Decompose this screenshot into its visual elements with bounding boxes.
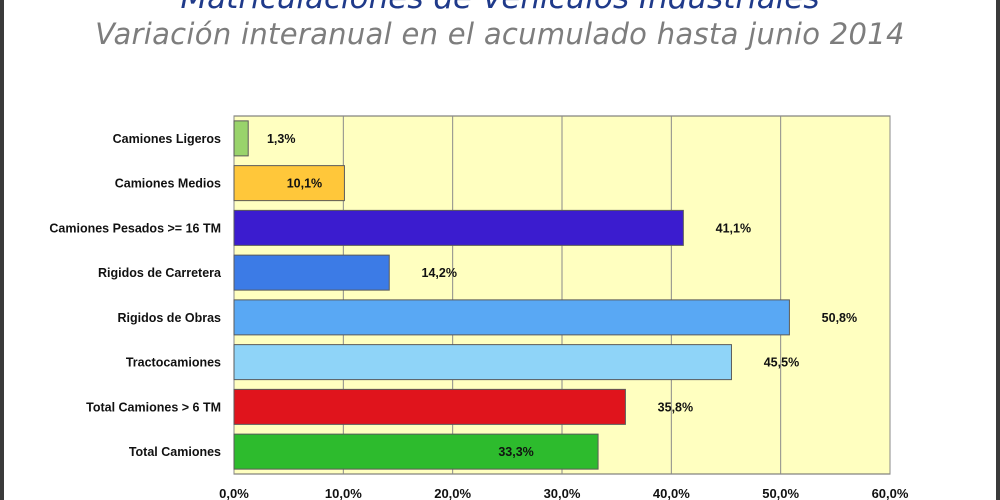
data-label: 35,8% [658, 400, 693, 414]
data-label: 1,3% [267, 132, 296, 146]
x-tick-label: 60,0% [872, 486, 909, 500]
data-labels: 1,3% 10,1% 41,1% 14,2% 50,8% 45,5% 35,8% 33,3% [267, 132, 857, 459]
bar [233, 433, 599, 470]
x-tick-label: 50,0% [762, 486, 799, 500]
bars [233, 120, 790, 470]
bar [233, 165, 345, 202]
x-tick-label: 0,0% [219, 486, 249, 500]
x-tick-label: 40,0% [653, 486, 690, 500]
x-tick-label: 30,0% [544, 486, 581, 500]
x-tick-label: 10,0% [325, 486, 362, 500]
data-label: 45,5% [764, 356, 799, 370]
bar [233, 254, 390, 291]
data-label: 14,2% [422, 266, 457, 280]
data-label: 50,8% [822, 311, 857, 325]
category-label: Rigidos de Carretera [98, 266, 222, 280]
frame-left-border [0, 0, 4, 500]
bar [233, 388, 626, 425]
bar [233, 120, 249, 157]
data-label: 10,1% [287, 177, 322, 191]
chart-title: Matriculaciones de Vehículos Industriale… [0, 0, 1000, 16]
category-label: Total Camiones > 6 TM [86, 400, 221, 414]
x-tick-labels: 0,0% 10,0% 20,0% 30,0% 40,0% 50,0% 60,0% [219, 486, 909, 500]
chart-subtitle: Variación interanual en el acumulado has… [95, 17, 905, 51]
category-label: Camiones Ligeros [113, 132, 221, 146]
x-tick-label: 20,0% [434, 486, 471, 500]
data-label: 41,1% [716, 221, 751, 235]
category-label: Camiones Medios [115, 177, 221, 191]
data-label: 33,3% [498, 445, 533, 459]
category-label: Camiones Pesados >= 16 TM [49, 221, 221, 235]
category-labels: Camiones Ligeros Camiones Medios Camiones … [49, 132, 222, 459]
category-label: Total Camiones [129, 445, 221, 459]
bar [233, 344, 732, 381]
bar [233, 209, 684, 246]
category-label: Rigidos de Obras [118, 311, 222, 325]
frame-right-border [996, 0, 1000, 500]
category-label: Tractocamiones [126, 356, 221, 370]
bar [233, 299, 790, 336]
